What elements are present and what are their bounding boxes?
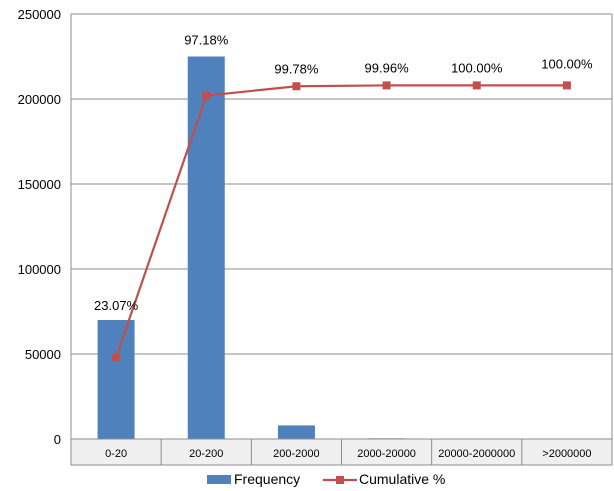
category-label-5: >2000000	[542, 448, 591, 460]
cumulative-labels: 23.07% 97.18% 99.78% 99.96% 100.00% 100.00%	[94, 33, 593, 314]
grid-lines	[70, 13, 613, 465]
legend-marker-cumulative	[336, 476, 344, 484]
cumulative-line	[112, 81, 571, 362]
cumulative-label-5: 100.00%	[541, 56, 593, 71]
cumulative-label-1: 97.18%	[184, 33, 229, 48]
y-axis-ticks: 0 50000 100000 150000 200000 250000	[18, 7, 61, 447]
cumulative-polyline	[115, 84, 567, 358]
y-tick-label-5: 250000	[18, 7, 61, 22]
y-tick-label-0: 0	[54, 432, 61, 447]
y-tick-label-4: 200000	[18, 92, 61, 107]
cumulative-marker-5	[562, 81, 571, 90]
cumulative-marker-4	[472, 81, 481, 90]
cumulative-marker-3	[382, 81, 391, 90]
cumulative-marker-0	[112, 353, 121, 362]
legend-label-frequency: Frequency	[234, 471, 300, 487]
cumulative-label-2: 99.78%	[274, 61, 319, 76]
legend-label-cumulative: Cumulative %	[359, 471, 445, 487]
y-tick-label-2: 100000	[18, 262, 61, 277]
category-label-1: 20-200	[189, 448, 223, 460]
bars	[97, 56, 496, 439]
cumulative-label-3: 99.96%	[365, 60, 410, 75]
y-tick-label-3: 150000	[18, 177, 61, 192]
cumulative-marker-1	[202, 91, 211, 100]
category-label-3: 2000-20000	[357, 448, 416, 460]
legend: Frequency Cumulative %	[207, 471, 445, 487]
category-label-4: 20000-2000000	[438, 448, 515, 460]
y-tick-label-1: 50000	[25, 347, 61, 362]
category-label-0: 0-20	[105, 448, 127, 460]
cumulative-marker-2	[292, 82, 301, 91]
cumulative-label-0: 23.07%	[94, 298, 139, 313]
bar-0	[97, 320, 135, 439]
category-axis: 0-20 20-200 200-2000 2000-20000 20000-200000…	[70, 438, 613, 466]
bar-1	[187, 56, 225, 439]
legend-swatch-frequency	[207, 475, 231, 484]
cumulative-label-4: 100.00%	[451, 60, 503, 75]
category-label-2: 200-2000	[273, 448, 320, 460]
bar-2	[277, 425, 315, 439]
